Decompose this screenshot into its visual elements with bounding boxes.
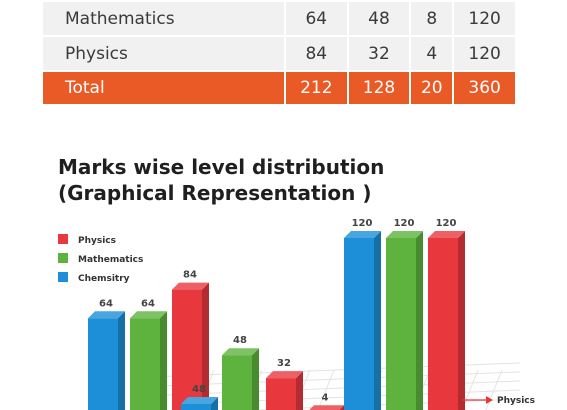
legend-swatch-physics [58,234,68,244]
table-cell: 120 [452,35,517,72]
table-cell: 360 [452,70,517,106]
table-cell: 84 [283,35,349,72]
bar-physics-3 [309,405,344,410]
table-cell: 32 [346,35,412,72]
table-cell: 128 [346,70,412,106]
table-total-row: Total 212 128 20 360 [41,70,517,106]
bar-chemistry-2 [181,397,218,410]
bar-value-label: 120 [436,218,457,229]
bar-mathematics-4 [386,231,423,410]
table-cell: 8 [409,0,455,37]
table-cell: 212 [283,70,349,106]
table-cell: Physics [41,35,286,72]
chart-heading-line-1: Marks wise level distribution [58,155,385,179]
bar-mathematics-2 [222,348,259,410]
chart-legend: Physics Mathematics Chemsitry [58,234,143,284]
chart-heading-line-2: (Graphical Representation ) [58,181,372,205]
axis-label: Physics [497,396,535,406]
bar-chemistry-1 [88,311,125,410]
legend-swatch-mathematics [58,253,68,263]
bar-value-label: 64 [99,298,113,309]
bar-mathematics-1 [130,311,167,410]
bar-value-label: 84 [183,270,197,281]
legend-label-mathematics: Mathematics [78,255,143,265]
bar-value-label: 32 [277,358,291,369]
table-cell: 20 [409,70,455,106]
table-row: Mathematics 64 48 8 120 [41,0,517,37]
legend-swatch-chemistry [58,272,68,282]
bar-chart: Physics Mathematics Chemsitry 64 64 84 48 48 32… [58,218,535,410]
chart-heading: Marks wise level distribution (Graphical… [58,154,384,206]
bar-value-label: 48 [192,384,206,395]
chart-axis: Physics [462,396,535,406]
table-cell: 4 [409,35,455,72]
marks-table: Mathematics 64 48 8 120 Physics 84 32 4 … [41,0,517,106]
table-cell: 64 [283,0,349,37]
axis-arrow-head [486,396,493,404]
table-row: Physics 84 32 4 120 [41,35,517,72]
bar-physics-4 [428,231,465,410]
bar-value-label: 64 [141,298,155,309]
legend-label-physics: Physics [78,236,116,246]
table-cell: Mathematics [41,0,286,37]
bar-physics-1 [172,282,209,410]
bar-value-label: 120 [352,218,373,229]
table-cell: Total [41,70,286,106]
bar-value-label: 4 [322,392,329,403]
table-cell: 120 [452,0,517,37]
bar-chemistry-4 [344,231,381,410]
bar-value-label: 120 [394,218,415,229]
legend-label-chemistry: Chemsitry [78,274,130,284]
table-cell: 48 [346,0,412,37]
bar-value-label: 48 [233,335,247,346]
bar-physics-2 [266,371,303,410]
chart-bars: 64 64 84 48 48 32 4 120 120 120 [88,218,465,410]
